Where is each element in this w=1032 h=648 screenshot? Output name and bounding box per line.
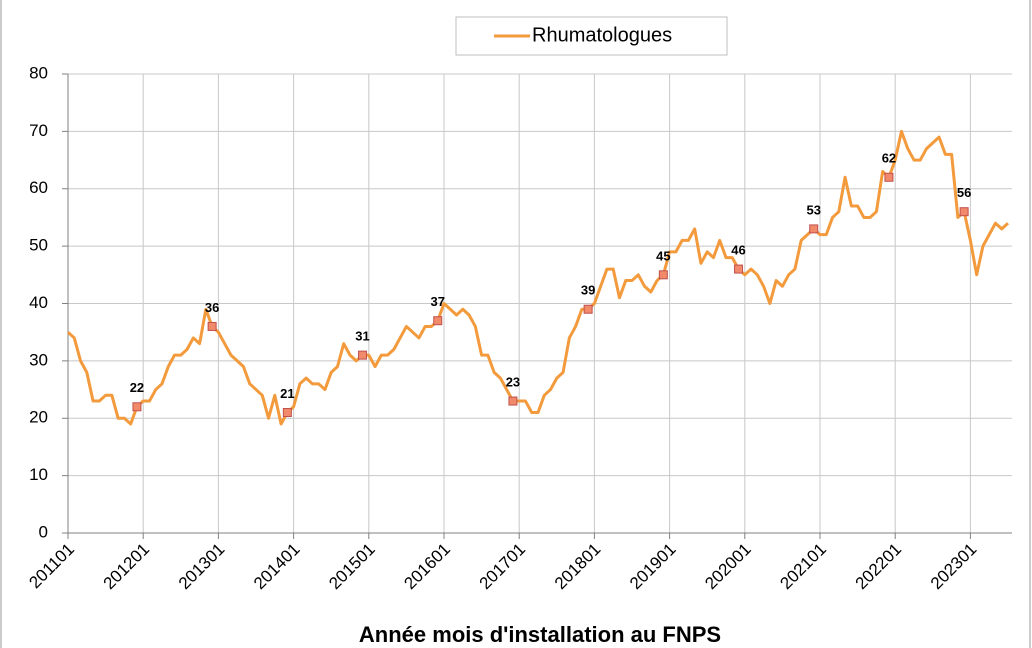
value-label: 23: [506, 374, 520, 389]
legend: Rhumatologues: [455, 16, 728, 56]
value-label: 39: [581, 283, 595, 298]
y-tick-label: 20: [29, 408, 48, 427]
value-label: 31: [355, 329, 369, 344]
x-tick-label: 202001: [701, 540, 755, 594]
y-tick-label: 40: [29, 293, 48, 312]
x-tick-label: 201601: [400, 540, 454, 594]
y-tick-label: 80: [29, 63, 48, 82]
x-tick-label: 202101: [776, 540, 830, 594]
y-tick-label: 60: [29, 178, 48, 197]
marker: [207, 321, 217, 331]
value-label: 36: [205, 300, 219, 315]
value-label: 22: [130, 380, 144, 395]
y-tick-label: 10: [29, 465, 48, 484]
marker: [433, 316, 443, 326]
x-tick-label: 201101: [25, 540, 78, 593]
value-label: 21: [280, 386, 294, 401]
value-label: 46: [731, 243, 745, 258]
marker: [658, 270, 668, 280]
x-tick-label: 201301: [175, 540, 229, 594]
value-label: 53: [806, 202, 820, 217]
y-tick-label: 30: [29, 350, 48, 369]
x-tick-label: 202201: [852, 540, 906, 594]
x-tick-label: 202301: [927, 540, 981, 594]
marker: [358, 350, 368, 360]
marker: [734, 264, 744, 274]
y-tick-label: 70: [29, 121, 48, 140]
x-tick-label: 201801: [551, 540, 605, 594]
x-tick-label: 201901: [626, 540, 680, 594]
x-tick-label: 201401: [250, 540, 304, 594]
y-tick-label: 0: [39, 522, 48, 541]
y-tick-label: 50: [29, 236, 48, 255]
x-tick-label: 201201: [100, 540, 154, 594]
value-label: 45: [656, 248, 670, 263]
marker: [583, 304, 593, 314]
marker: [884, 172, 894, 182]
marker: [282, 408, 292, 418]
marker: [809, 224, 819, 234]
marker: [132, 402, 142, 412]
x-tick-label: 201501: [325, 540, 379, 594]
x-tick-label: 201701: [476, 540, 530, 594]
value-label: 37: [430, 294, 444, 309]
line: [66, 129, 1010, 426]
value-label: 62: [882, 151, 896, 166]
marker: [508, 396, 518, 406]
marker: [959, 207, 969, 217]
legend-label: Rhumatologues: [532, 24, 672, 46]
x-axis-title: Année mois d'installation au FNPS: [359, 622, 721, 647]
value-label: 56: [957, 185, 971, 200]
